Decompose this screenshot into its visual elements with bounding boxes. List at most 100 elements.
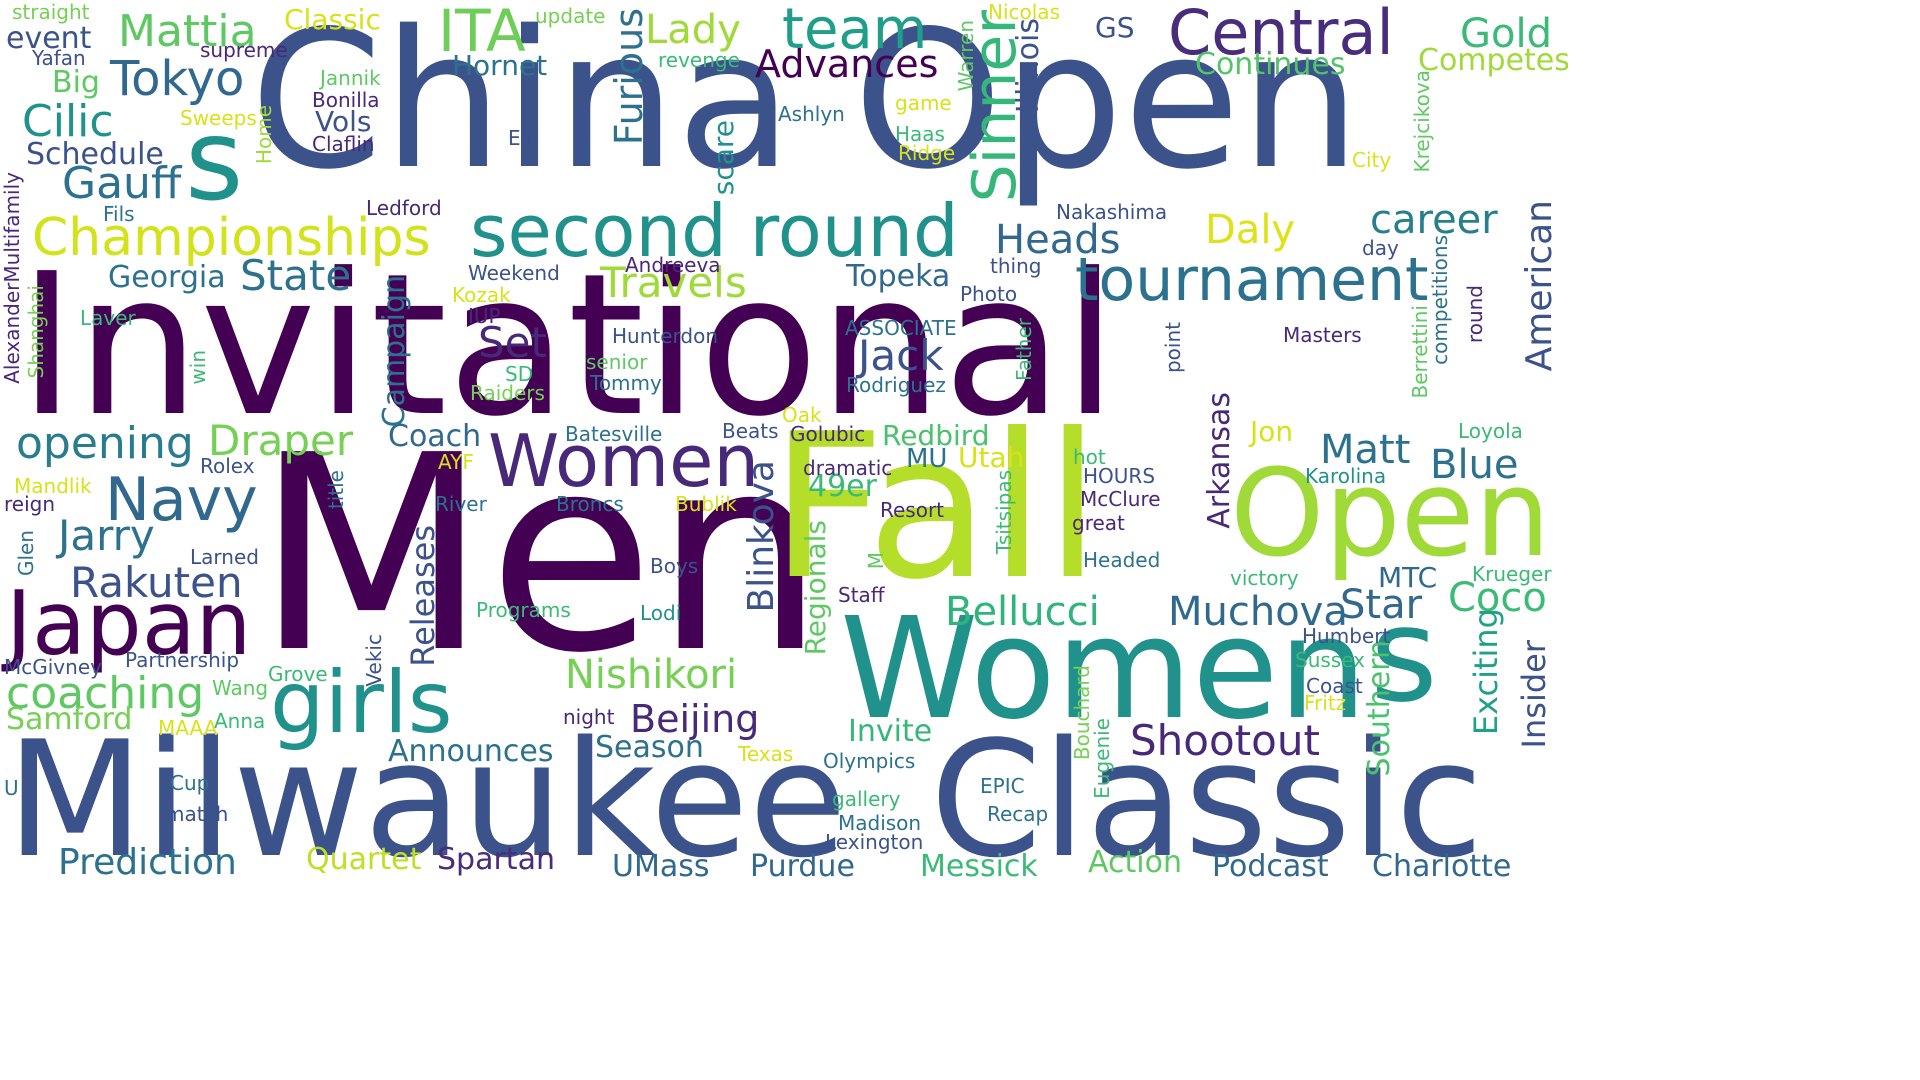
word-reign: reign: [4, 492, 56, 516]
word-championships: Championships: [32, 208, 431, 268]
word-muchova: Muchova: [1168, 589, 1348, 635]
word-thing: thing: [990, 254, 1042, 278]
word-city: City: [1352, 148, 1392, 172]
word-rakuten: Rakuten: [70, 558, 243, 607]
word-nishikori: Nishikori: [565, 652, 738, 698]
word-supreme: supreme: [200, 38, 288, 62]
word-georgia: Georgia: [108, 260, 226, 295]
word-furious: Furious: [607, 8, 651, 146]
word-title: title: [324, 470, 348, 510]
word-state: State: [240, 251, 352, 300]
word-yafan: Yafan: [32, 46, 86, 70]
word-texas: Texas: [738, 742, 794, 766]
word-madison: Madison: [838, 811, 922, 835]
word-fils: Fils: [103, 202, 135, 226]
word-regionals: Regionals: [799, 520, 832, 656]
word-laver: Laver: [80, 306, 136, 330]
word-mattia: Mattia: [118, 6, 257, 57]
word-exciting: Exciting: [1467, 608, 1505, 736]
word-milwaukee: Milwaukee: [6, 706, 848, 882]
word-prediction: Prediction: [58, 842, 237, 882]
word-associate: ASSOCIATE: [845, 316, 957, 340]
word-glen: Glen: [14, 530, 38, 577]
word-maaa: MAAA: [158, 716, 218, 740]
word-girls: girls: [270, 653, 453, 753]
word-second-round: second round: [470, 189, 959, 273]
word-anna: Anna: [214, 709, 266, 733]
word-advances: Advances: [755, 42, 939, 86]
word-haas: Haas: [895, 122, 945, 146]
word-samford: Samford: [6, 702, 133, 737]
word-photo: Photo: [960, 282, 1018, 306]
word-senior: senior: [586, 350, 648, 374]
word-home: Home: [252, 105, 276, 165]
word-spartan: Spartan: [437, 842, 555, 877]
word-krueger: Krueger: [1472, 562, 1552, 586]
word-schedule: Schedule: [26, 137, 164, 172]
word-staff: Staff: [838, 583, 885, 607]
word-kozak: Kozak: [452, 283, 511, 307]
word-utah: Utah: [958, 441, 1025, 474]
word-nakashima: Nakashima: [1056, 200, 1168, 224]
word-batesville: Batesville: [565, 422, 663, 446]
word-mu: MU: [906, 444, 948, 474]
word-charlotte: Charlotte: [1372, 849, 1512, 882]
word-lexington: Lexington: [825, 830, 924, 854]
word-u: U: [4, 776, 19, 800]
word-ashlyn: Ashlyn: [778, 102, 845, 126]
word-cilic: Cilic: [22, 96, 114, 147]
word-classic-small: Classic: [284, 3, 381, 36]
word-southern: Southern: [1362, 640, 1397, 777]
word-andreeva: Andreeva: [625, 253, 721, 277]
word-men: Men: [255, 397, 826, 712]
word-alexandermultifamily: AlexanderMultifamily: [0, 172, 24, 384]
word-jarry: Jarry: [58, 511, 155, 560]
word-hunterdon: Hunterdon: [612, 324, 719, 348]
word-vols: Vols: [315, 105, 372, 138]
word-grove: Grove: [268, 662, 328, 686]
word-lady: Lady: [645, 7, 741, 53]
word-messick: Messick: [920, 849, 1038, 882]
word-invite: Invite: [848, 714, 933, 749]
word-sussex: Sussex: [1295, 648, 1365, 672]
word-boys: Boys: [650, 554, 699, 578]
word-gs: GS: [1095, 11, 1135, 44]
word-partnership: Partnership: [125, 648, 240, 672]
word-olympics: Olympics: [823, 749, 916, 773]
word-dramatic: dramatic: [803, 456, 893, 480]
word-campaign: Campaign: [377, 275, 412, 428]
word-victory: victory: [1230, 566, 1299, 590]
word-berrettini: Berrettini: [1408, 305, 1432, 399]
word-nicolas: Nicolas: [988, 0, 1060, 24]
word-ayf: AYF: [438, 450, 474, 474]
word-warren: Warren: [954, 20, 978, 92]
word-mcgivney: McGivney: [4, 655, 102, 679]
word-loyola: Loyola: [1458, 419, 1523, 443]
word-draper: Draper: [208, 416, 354, 465]
word-tsitsipas: Tsitsipas: [992, 470, 1016, 555]
word-krejcikova: Krejcikova: [1410, 70, 1434, 173]
word-scare: scare: [707, 120, 740, 196]
word-coaching: coaching: [6, 668, 205, 719]
word-topeka: Topeka: [846, 259, 951, 294]
word-bellucci: Bellucci: [945, 589, 1100, 635]
word-rolex: Rolex: [200, 454, 255, 478]
word-larned: Larned: [190, 545, 259, 569]
word-revenge: revenge: [658, 48, 740, 72]
word-river: River: [435, 492, 487, 516]
word-classic: Classic: [930, 706, 1484, 882]
word-49er: 49er: [808, 469, 877, 504]
word-daly: Daly: [1205, 207, 1296, 253]
word-s-1: s: [185, 96, 244, 226]
word-mandlik: Mandlik: [14, 474, 92, 498]
word-competitions: competitions: [1428, 235, 1452, 365]
word-matt: Matt: [1320, 427, 1411, 473]
word-season: Season: [595, 730, 704, 765]
word-epic: EPIC: [980, 774, 1025, 798]
word-team: team: [782, 0, 928, 62]
word-redbird: Redbird: [882, 419, 990, 452]
word-beijing: Beijing: [630, 697, 760, 741]
word-japan: Japan: [6, 572, 252, 675]
word-father: Father: [1012, 318, 1036, 381]
word-programs: Programs: [476, 598, 571, 622]
